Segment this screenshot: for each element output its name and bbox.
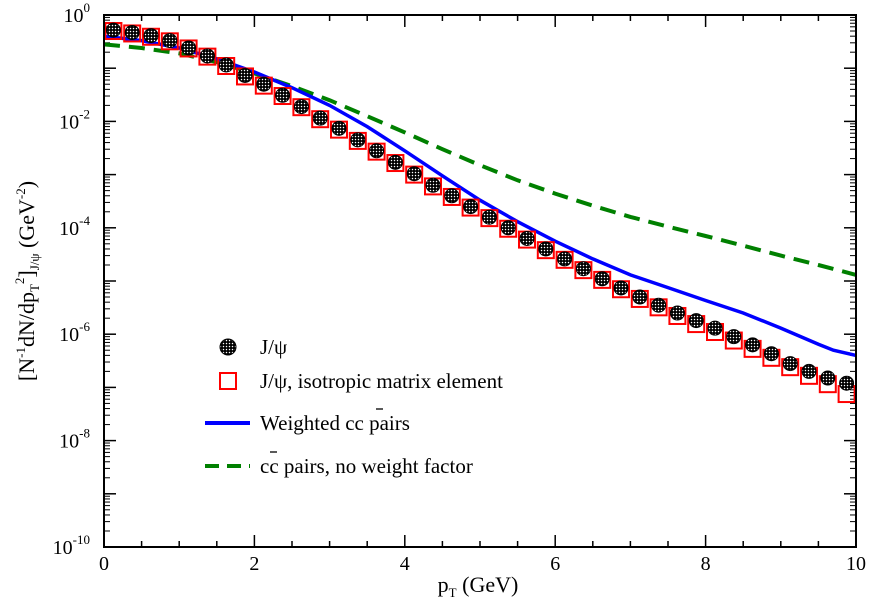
x-tick-label: 0: [99, 553, 109, 575]
data-point-jpsi: [652, 298, 666, 312]
data-point-jpsi: [670, 306, 684, 320]
data-point-jpsi: [200, 49, 214, 63]
series-cc-pairs-no-weight: [104, 44, 856, 275]
x-tick-label: 6: [550, 553, 560, 575]
series-jpsi-isotropic: [105, 23, 854, 402]
data-point-jpsi: [219, 58, 233, 72]
y-tick-base: 10: [64, 5, 84, 27]
data-point-jpsi: [689, 314, 703, 328]
chart: 0 2 4 6 8 10 10010-210-410-610-810-10 pT (GeV…: [0, 0, 872, 605]
data-point-jpsi: [407, 167, 421, 181]
data-point-jpsi: [125, 25, 139, 39]
data-point-jpsi: [821, 371, 835, 385]
legend-entry-cc-no-weight: cc pairs, no weight factor: [205, 452, 473, 478]
x-axis-label-sub: T: [449, 585, 457, 600]
x-tick-label: 8: [701, 553, 711, 575]
y-label-part4: (GeV: [14, 199, 39, 253]
data-point-jpsi: [746, 338, 760, 352]
y-tick-label: 10-4: [59, 213, 90, 240]
y-label-part2-sub: T: [27, 284, 42, 292]
data-point-jpsi: [595, 272, 609, 286]
data-point-jpsi: [332, 121, 346, 135]
legend-entry-weighted-cc: Weighted cc pairs: [205, 409, 410, 435]
data-point-jpsi: [106, 23, 120, 37]
y-tick-base: 10: [59, 111, 79, 133]
x-tick-label: 2: [249, 553, 259, 575]
y-label-part4-sup: -2: [13, 188, 28, 199]
data-point-jpsi: [539, 242, 553, 256]
y-tick-exponent: -8: [79, 426, 90, 441]
legend: J/ψ J/ψ, isotropic matrix element Weight…: [205, 335, 503, 478]
y-tick-exponent: -6: [79, 319, 90, 334]
data-point-jpsi: [840, 376, 854, 390]
legend-label-jpsi: J/ψ: [260, 335, 287, 359]
data-point-jpsi: [426, 178, 440, 192]
legend-label-weighted-cc: Weighted cc pairs: [260, 411, 410, 435]
data-point-jpsi: [351, 133, 365, 147]
y-label-part1: [N: [14, 358, 39, 381]
data-point-jpsi: [144, 29, 158, 43]
legend-marker-dotted-circle: [220, 339, 236, 355]
data-point-jpsi: [388, 155, 402, 169]
y-label-part3-sub: J/ψ: [27, 253, 42, 270]
data-point-jpsi: [708, 321, 722, 335]
data-point-jpsi: [727, 330, 741, 344]
y-label-part1-sup: -1: [13, 347, 28, 358]
y-tick-label: 10-8: [59, 426, 90, 453]
y-label-part5: ): [14, 181, 39, 188]
x-tick-label: 4: [400, 553, 410, 575]
legend-entry-jpsi-isotropic: J/ψ, isotropic matrix element: [220, 369, 503, 393]
legend-entry-jpsi: J/ψ: [220, 335, 287, 359]
data-point-jpsi: [482, 210, 496, 224]
x-tick-label: 10: [846, 553, 866, 575]
data-point-jpsi: [163, 34, 177, 48]
legend-label-cc-no-weight: cc pairs, no weight factor: [260, 454, 473, 478]
data-point-jpsi: [576, 262, 590, 276]
y-tick-base: 10: [59, 218, 79, 240]
y-tick-label: 10-2: [59, 106, 90, 133]
data-point-jpsi: [614, 281, 628, 295]
plot-area: [104, 23, 856, 402]
data-point-jpsi: [464, 200, 478, 214]
data-point-jpsi: [238, 68, 252, 82]
series-weighted-cc-pairs: [104, 36, 856, 355]
data-point-jpsi: [445, 189, 459, 203]
data-point-jpsi: [802, 364, 816, 378]
data-point-jpsi: [501, 221, 515, 235]
y-tick-exponent: -4: [79, 213, 90, 228]
y-tick-exponent: -2: [79, 106, 90, 121]
data-point-jpsi: [294, 100, 308, 114]
data-point-jpsi: [257, 77, 271, 91]
data-point-jpsi: [182, 41, 196, 55]
y-tick-exponent: 0: [84, 0, 91, 15]
y-label-part2: dN/dp: [14, 292, 39, 347]
y-tick-label: 100: [64, 0, 91, 27]
legend-label-jpsi-isotropic: J/ψ, isotropic matrix element: [260, 369, 503, 393]
data-point-jpsi: [783, 357, 797, 371]
y-axis-label: [N-1dN/dpT2]J/ψ (GeV-2): [12, 181, 42, 381]
y-tick-exponent: -10: [73, 532, 90, 547]
y-tick-base: 10: [59, 431, 79, 453]
y-tick-label: 10-6: [59, 319, 90, 346]
x-axis-label-unit: (GeV): [457, 572, 519, 597]
y-tick-base: 10: [53, 537, 73, 559]
data-point-jpsi: [558, 252, 572, 266]
series-line-cc-no-weight: [104, 44, 856, 275]
data-point-jpsi: [370, 144, 384, 158]
data-point-jpsi: [764, 347, 778, 361]
data-point-jpsi: [276, 88, 290, 102]
y-label-part3: ]: [14, 270, 39, 277]
data-point-jpsi: [520, 231, 534, 245]
x-axis-label-main: p: [438, 572, 449, 597]
data-point-jpsi: [633, 290, 647, 304]
data-point-jpsi: [313, 111, 327, 125]
y-tick-base: 10: [59, 324, 79, 346]
x-axis-label: pT (GeV): [438, 572, 519, 600]
series-line-weighted-cc: [104, 36, 856, 355]
y-tick-label: 10-10: [53, 532, 90, 559]
legend-marker-red-square: [220, 373, 236, 389]
